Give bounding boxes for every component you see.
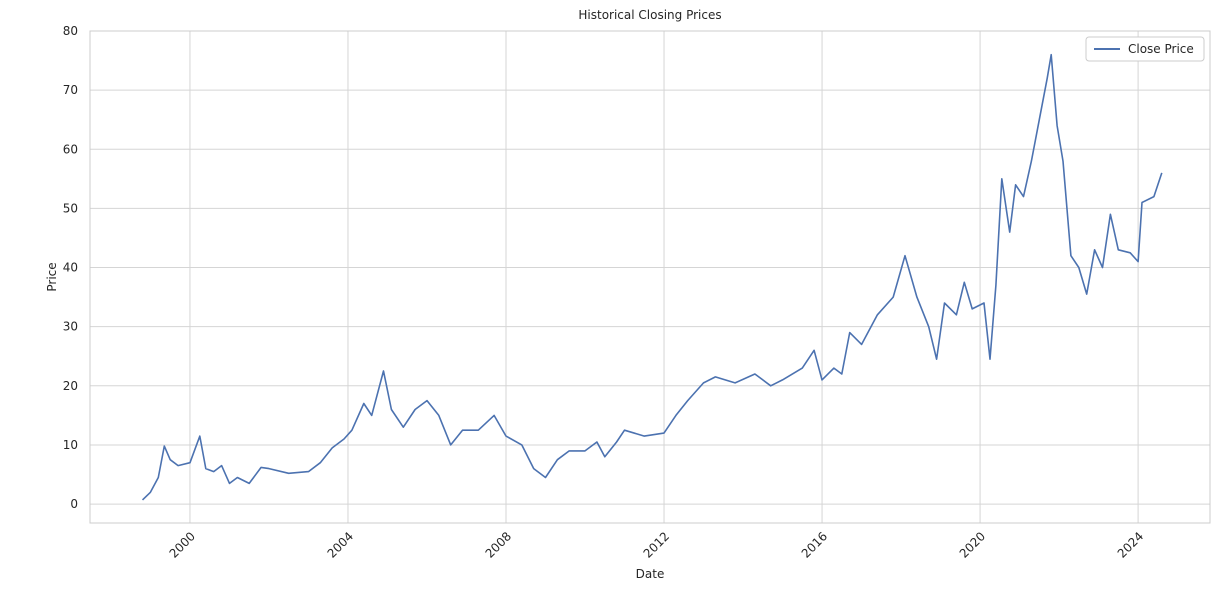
legend-box [1085,36,1205,62]
y-tick-label: 20 [63,379,78,393]
y-tick-label: 0 [70,497,78,511]
y-axis-label: Price [45,262,59,291]
price-line [141,53,1163,501]
x-tick-label: 2000 [167,529,198,560]
y-tick-label: 60 [63,142,78,156]
y-tick-label: 10 [63,438,78,452]
x-tick-label: 2004 [325,529,356,560]
x-tick-label: 2024 [1115,529,1146,560]
chart-title: Historical Closing Prices [578,8,721,22]
x-tick-label: 2016 [799,529,830,560]
x-axis-label: Date [636,567,665,581]
x-tick-label: 2008 [483,529,514,560]
x-tick-label: 2012 [641,529,672,560]
y-tick-label: 80 [63,24,78,38]
y-tick-label: 30 [63,320,78,334]
y-tick-label: 50 [63,201,78,215]
legend-label: Close Price [1128,42,1194,56]
x-tick-label: 2020 [957,529,988,560]
plot-frame [89,30,1211,524]
y-tick-label: 40 [63,261,78,275]
y-tick-label: 70 [63,83,78,97]
